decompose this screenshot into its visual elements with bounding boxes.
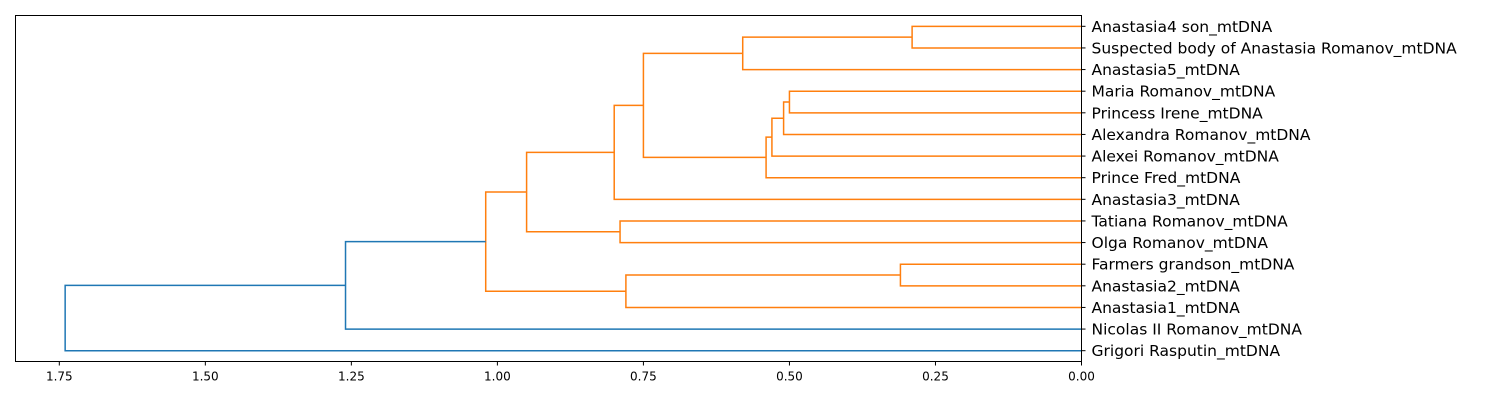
leaf-label: Farmers grandson_mtDNA — [1092, 256, 1295, 275]
leaf-label: Anastasia3_mtDNA — [1092, 191, 1241, 210]
leaf-label: Olga Romanov_mtDNA — [1092, 234, 1269, 253]
x-tick-label: 0.75 — [630, 370, 657, 384]
x-tick-label: 1.00 — [484, 370, 511, 384]
x-tick-label: 1.50 — [192, 370, 219, 384]
x-tick-label: 1.25 — [338, 370, 365, 384]
leaf-label: Prince Fred_mtDNA — [1092, 169, 1241, 188]
x-tick-label: 0.25 — [922, 370, 949, 384]
dendrogram-link-n8 — [613, 104, 1082, 201]
plot-frame — [15, 15, 1082, 362]
dendrogram-link-n4 — [782, 101, 1082, 136]
leaf-label: Princess Irene_mtDNA — [1092, 104, 1264, 123]
dendrogram-link-n9 — [619, 220, 1082, 244]
x-tick-label: 0.00 — [1068, 370, 1095, 384]
leaf-label: Suspected body of Anastasia Romanov_mtDN… — [1092, 39, 1458, 58]
dendrogram-link-n7 — [642, 52, 767, 159]
leaf-label: Anastasia1_mtDNA — [1092, 299, 1241, 318]
dendrogram-link-n3 — [788, 90, 1082, 114]
dendrogram-link-n1 — [911, 25, 1082, 49]
dendrogram-link-n12 — [625, 274, 1082, 309]
leaf-label: Anastasia5_mtDNA — [1092, 61, 1241, 80]
leaf-label: Grigori Rasputin_mtDNA — [1092, 342, 1281, 361]
dendrogram-link-n13 — [484, 191, 626, 292]
leaf-labels: Anastasia4 son_mtDNA Suspected body of An… — [1081, 18, 1458, 361]
dendrogram-link-n15 — [64, 284, 1082, 352]
leaf-label: Tatiana Romanov_mtDNA — [1091, 212, 1289, 231]
dendrogram-link-n11 — [899, 263, 1082, 287]
leaf-label: Nicolas II Romanov_mtDNA — [1092, 321, 1303, 340]
leaf-label: Alexei Romanov_mtDNA — [1092, 148, 1280, 167]
leaf-label: Maria Romanov_mtDNA — [1092, 83, 1276, 102]
dendrogram-link-n10 — [525, 151, 621, 233]
leaf-label: Alexandra Romanov_mtDNA — [1092, 126, 1311, 145]
dendrogram-link-n6 — [765, 136, 1082, 179]
x-tick-label: 1.75 — [46, 370, 73, 384]
dendrogram-link-n5 — [771, 117, 1082, 157]
x-tick-label: 0.50 — [776, 370, 803, 384]
dendrogram-link-n14 — [344, 240, 1082, 330]
leaf-label: Anastasia4 son_mtDNA — [1092, 18, 1273, 37]
leaf-label: Anastasia2_mtDNA — [1092, 277, 1241, 296]
x-axis: 1.75 1.50 1.25 1.00 0.75 0.50 0.25 0.00 — [46, 361, 1095, 384]
dendrogram-links — [64, 25, 1082, 352]
